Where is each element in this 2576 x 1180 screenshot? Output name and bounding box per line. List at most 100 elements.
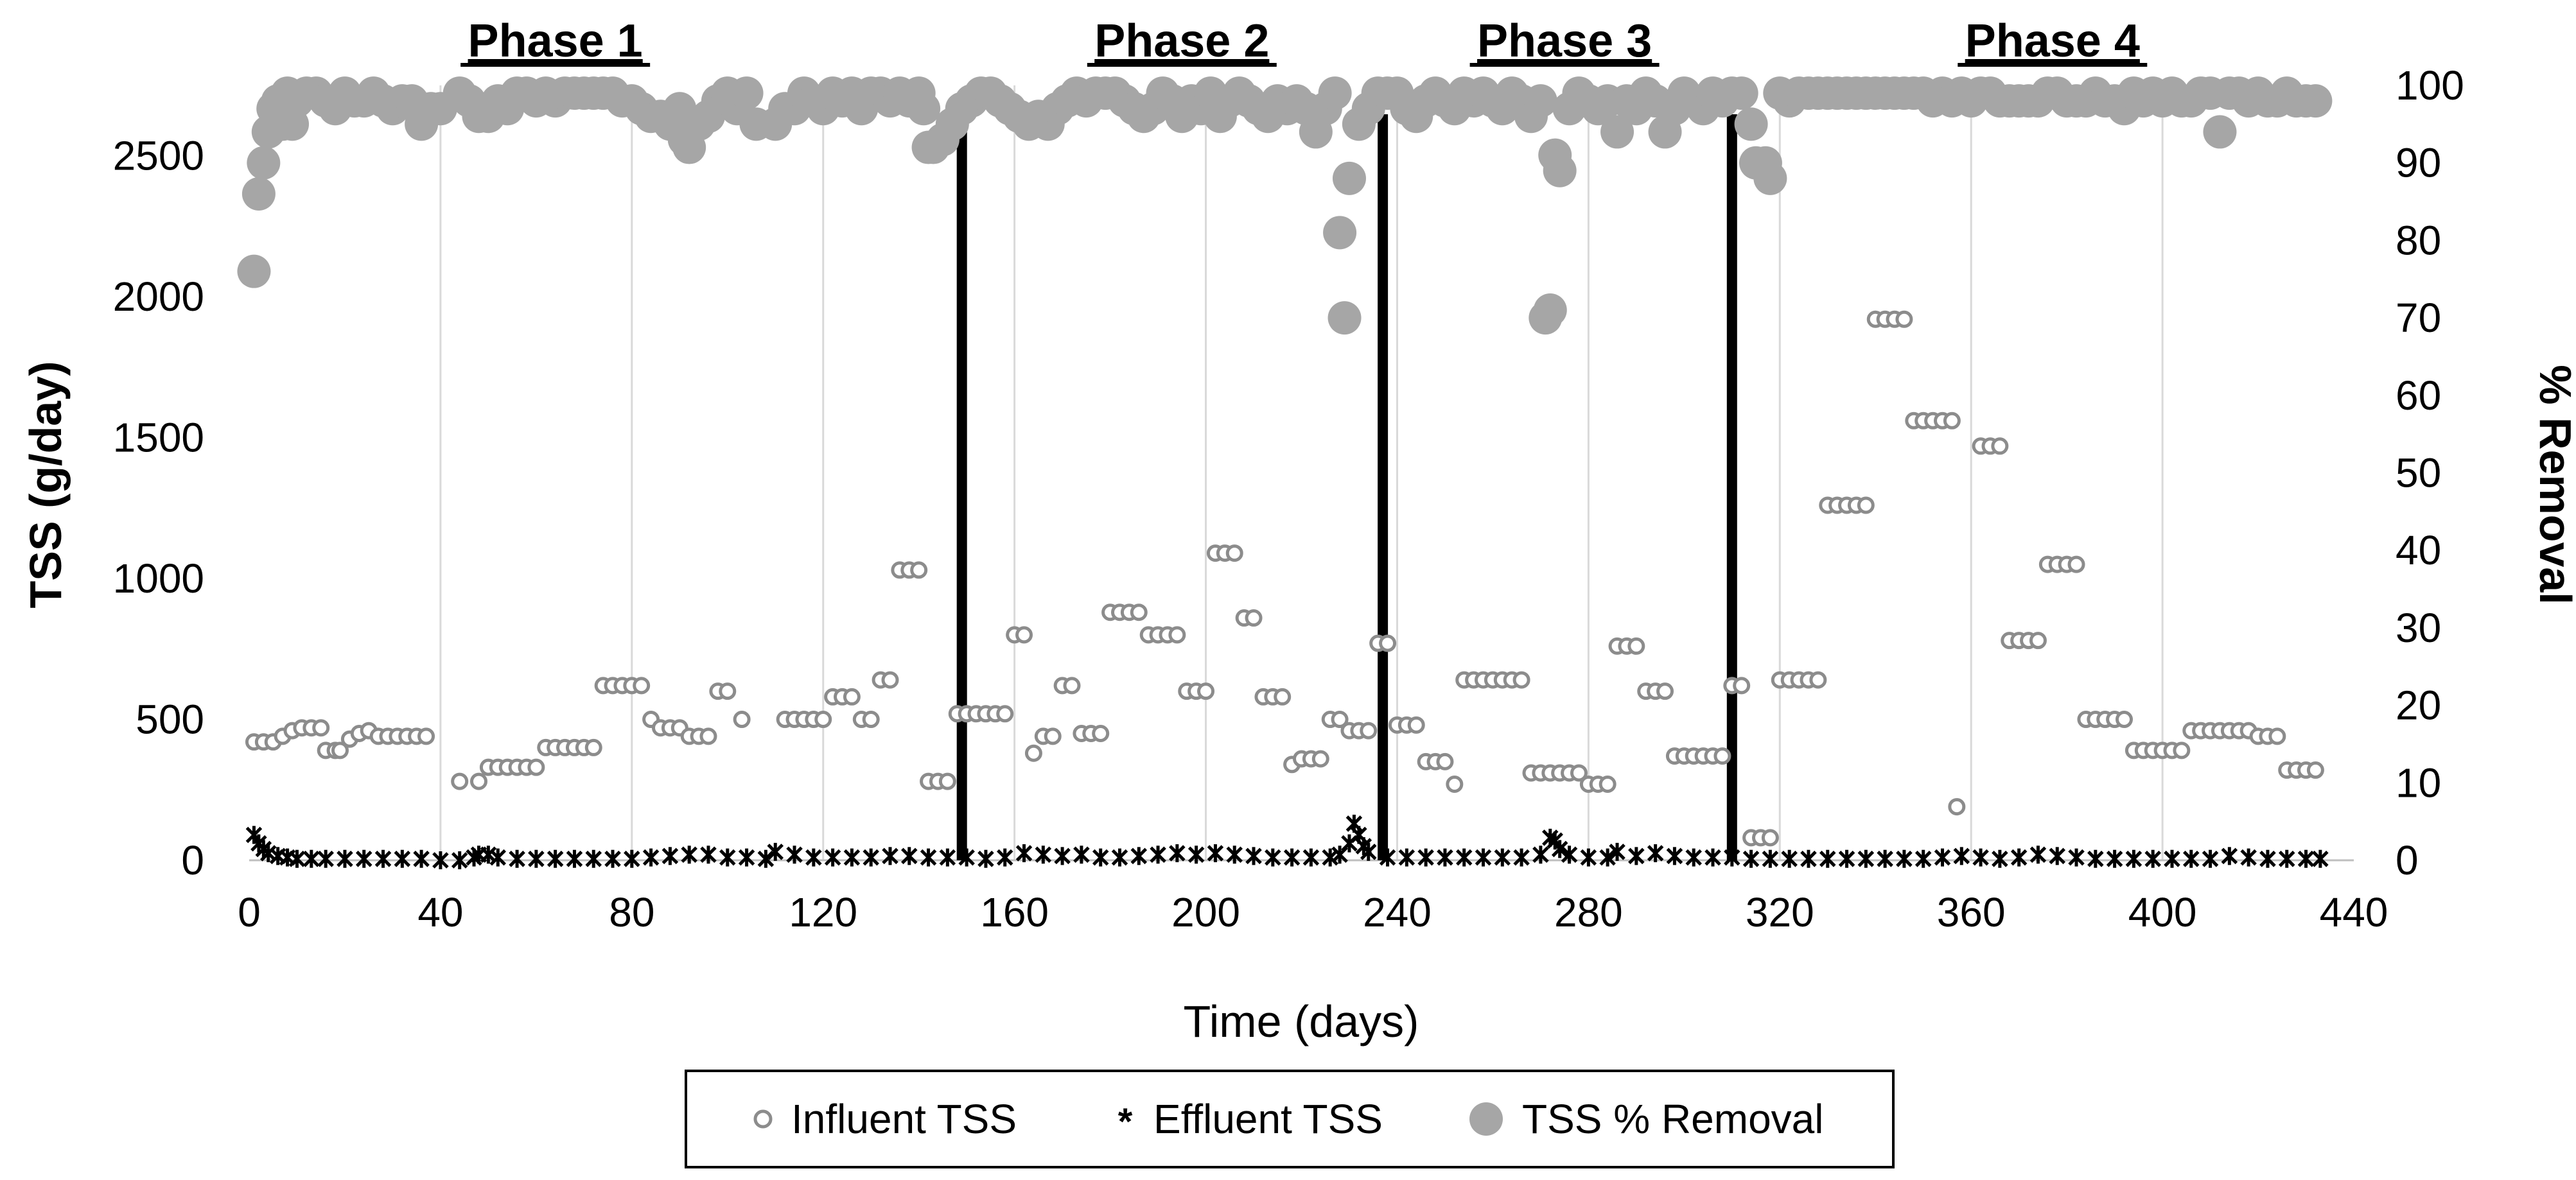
effluent-point-98 xyxy=(1857,849,1875,868)
effluent-point-62 xyxy=(1302,848,1320,867)
phase-boundary-line-1 xyxy=(956,114,967,860)
effluent-point-115 xyxy=(2183,849,2200,868)
effluent-point-72 xyxy=(1417,848,1434,867)
effluent-point-55 xyxy=(1169,844,1186,863)
effluent-point-11 xyxy=(374,849,392,868)
effluent-point-59 xyxy=(1245,847,1262,865)
influent-point-107 xyxy=(1331,711,1349,729)
effluent-point-86 xyxy=(1628,847,1645,865)
removal-point-141 xyxy=(1523,84,1557,118)
influent-point-79 xyxy=(1063,677,1081,695)
x-tick-label-40: 40 xyxy=(417,889,463,935)
effluent-point-19 xyxy=(489,848,507,867)
effluent-point-12 xyxy=(394,849,411,868)
removal-point-0 xyxy=(237,254,271,288)
effluent-point-15 xyxy=(451,851,468,869)
effluent-point-122 xyxy=(2312,849,2329,868)
effluent-point-78 xyxy=(1532,846,1549,864)
legend-effluent-marker: * xyxy=(1118,1101,1133,1143)
legend-removal-marker xyxy=(1469,1102,1503,1136)
effluent-point-33 xyxy=(757,849,775,868)
removal-point-118 xyxy=(1318,76,1352,110)
effluent-point-118 xyxy=(2240,848,2257,867)
effluent-point-104 xyxy=(1972,848,1989,867)
effluent-point-27 xyxy=(642,848,660,867)
effluent-point-105 xyxy=(1992,849,2008,868)
influent-point-7 xyxy=(312,719,330,737)
influent-point-152 xyxy=(1761,829,1779,847)
phase-label-1: Phase 1 xyxy=(468,15,643,67)
influent-point-175 xyxy=(1991,437,2009,455)
effluent-point-109 xyxy=(2068,848,2085,867)
effluent-point-114 xyxy=(2164,849,2180,868)
phase-labels: Phase 1 Phase 2 Phase 3 Phase 4 xyxy=(460,15,2148,67)
y-left-tick-label-2000: 2000 xyxy=(113,273,204,320)
effluent-point-106 xyxy=(2010,848,2028,867)
effluent-point-74 xyxy=(1455,848,1473,867)
effluent-point-103 xyxy=(1953,847,1970,865)
removal-point-164 xyxy=(1724,76,1758,110)
influent-point-149 xyxy=(1733,677,1751,695)
influent-point-172 xyxy=(1948,798,1966,816)
phase-label-4: Phase 4 xyxy=(1965,15,2140,67)
phase-label-2: Phase 2 xyxy=(1094,15,1269,67)
effluent-point-76 xyxy=(1494,848,1511,867)
plot-area xyxy=(237,76,2354,869)
influent-point-135 xyxy=(1599,775,1617,793)
effluent-point-93 xyxy=(1762,849,1779,868)
y-left-tick-label-2500: 2500 xyxy=(113,133,204,179)
effluent-point-6 xyxy=(288,849,306,868)
y-left-tick-label-0: 0 xyxy=(181,837,204,883)
effluent-point-48 xyxy=(1035,846,1052,864)
effluent-point-51 xyxy=(1092,848,1109,867)
effluent-point-41 xyxy=(901,847,918,865)
effluent-point-54 xyxy=(1150,846,1166,864)
legend: Influent TSS * Effluent TSS TSS % Remova… xyxy=(685,1070,1895,1168)
effluent-point-94 xyxy=(1781,849,1798,868)
influent-point-48 xyxy=(733,711,751,729)
removal-point-120 xyxy=(1327,301,1362,335)
effluent-point-81 xyxy=(1551,840,1568,858)
influent-point-132 xyxy=(1570,764,1588,782)
influent-point-75 xyxy=(1024,744,1042,762)
effluent-point-119 xyxy=(2259,849,2276,868)
effluent-point-9 xyxy=(337,849,353,868)
effluent-point-30 xyxy=(700,846,717,864)
influent-point-72 xyxy=(996,705,1014,723)
y-left-axis-title: TSS (g/day) xyxy=(21,361,71,608)
x-tick-label-160: 160 xyxy=(980,889,1049,935)
effluent-point-35 xyxy=(786,846,803,864)
influent-point-166 xyxy=(1895,310,1913,328)
x-tick-label-360: 360 xyxy=(1937,889,2006,935)
influent-point-112 xyxy=(1379,634,1397,652)
effluent-point-77 xyxy=(1513,848,1530,867)
influent-point-208 xyxy=(2306,761,2324,779)
y-right-tick-label-30: 30 xyxy=(2396,605,2441,651)
influent-point-21 xyxy=(469,772,487,790)
y-left-tick-label-1500: 1500 xyxy=(113,415,204,461)
series-tss-removal xyxy=(237,76,2333,335)
influent-point-188 xyxy=(2116,711,2134,729)
influent-point-53 xyxy=(814,711,832,729)
gridlines xyxy=(439,85,2164,860)
influent-point-171 xyxy=(1943,412,1961,429)
effluent-point-97 xyxy=(1838,849,1855,868)
effluent-point-96 xyxy=(1819,849,1836,868)
removal-point-121 xyxy=(1332,161,1366,195)
removal-point-168 xyxy=(1753,161,1787,195)
influent-point-183 xyxy=(2067,555,2085,573)
influent-point-204 xyxy=(2268,727,2286,745)
effluent-point-57 xyxy=(1207,844,1224,863)
effluent-point-49 xyxy=(1054,847,1071,865)
effluent-point-112 xyxy=(2125,849,2142,868)
influent-point-66 xyxy=(938,772,956,790)
influent-point-74 xyxy=(1015,626,1033,644)
legend-box xyxy=(685,1070,1895,1168)
influent-point-33 xyxy=(584,738,602,756)
y-right-axis-title: % Removal xyxy=(2530,365,2576,604)
effluent-point-40 xyxy=(882,847,898,865)
influent-point-179 xyxy=(2029,632,2047,650)
influent-point-194 xyxy=(2173,742,2191,759)
effluent-point-21 xyxy=(528,849,545,868)
removal-point-2 xyxy=(247,146,281,180)
